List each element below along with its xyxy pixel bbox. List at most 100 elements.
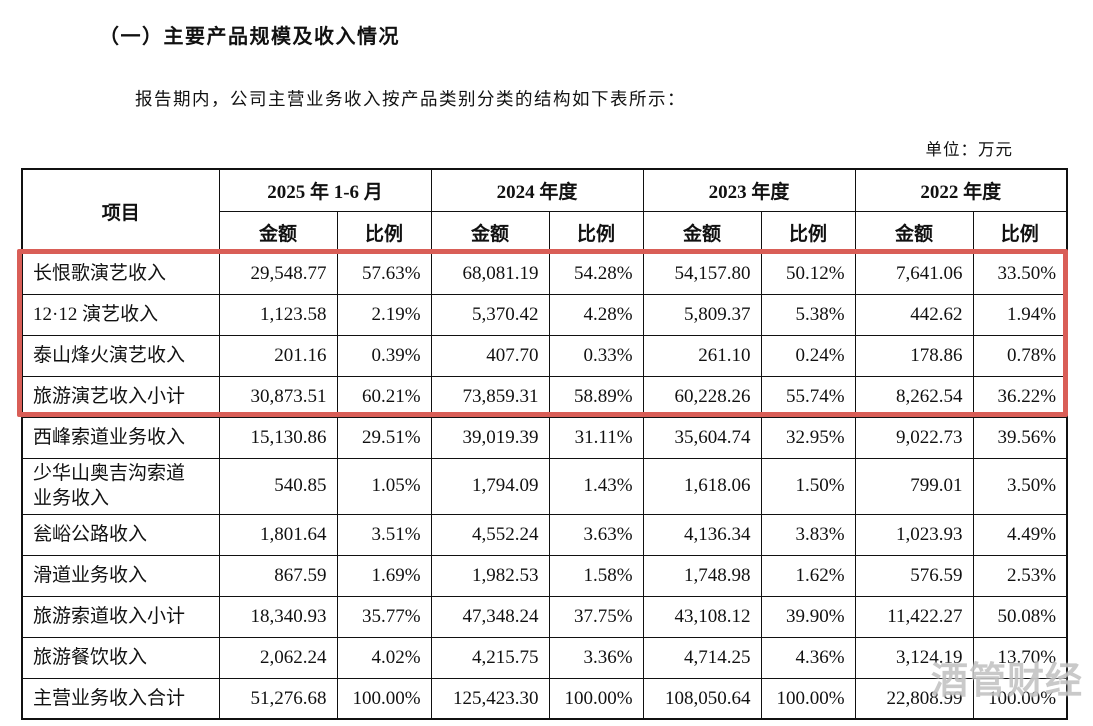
cell-amount: 2,062.24 <box>218 636 338 679</box>
cell-amount: 5,370.42 <box>430 293 550 336</box>
cell-amount: 60,228.26 <box>642 375 762 418</box>
cell-amount: 11,422.27 <box>854 595 974 638</box>
cell-ratio: 5.38% <box>760 293 856 336</box>
cell-ratio: 100.00% <box>548 677 644 720</box>
intro-paragraph: 报告期内，公司主营业务收入按产品类别分类的结构如下表所示： <box>135 89 686 109</box>
cell-amount: 201.16 <box>218 334 338 377</box>
table-row-taishan: 泰山烽火演艺收入 201.16 0.39% 407.70 0.33% 261.1… <box>21 334 1068 377</box>
cell-amount: 51,276.68 <box>218 677 338 720</box>
cell-ratio: 2.53% <box>972 554 1068 597</box>
header-amount-2022: 金额 <box>854 210 974 254</box>
cell-ratio: 100.00% <box>972 677 1068 720</box>
row-item-label: 旅游索道收入小计 <box>21 595 220 638</box>
header-ratio-2024: 比例 <box>548 210 644 254</box>
cell-amount: 1,123.58 <box>218 293 338 336</box>
cell-ratio: 4.02% <box>336 636 432 679</box>
cell-amount: 261.10 <box>642 334 762 377</box>
cell-amount: 8,262.54 <box>854 375 974 418</box>
cell-amount: 5,809.37 <box>642 293 762 336</box>
cell-amount: 178.86 <box>854 334 974 377</box>
cell-ratio: 29.51% <box>336 416 432 459</box>
row-item-label: 滑道业务收入 <box>21 554 220 597</box>
cell-amount: 867.59 <box>218 554 338 597</box>
cell-ratio: 1.43% <box>548 457 644 515</box>
table-row-canyin: 旅游餐饮收入 2,062.24 4.02% 4,215.75 3.36% 4,7… <box>21 636 1068 679</box>
cell-amount: 15,130.86 <box>218 416 338 459</box>
cell-ratio: 55.74% <box>760 375 856 418</box>
cell-ratio: 3.83% <box>760 513 856 556</box>
header-period-2022: 2022 年度 <box>854 168 1068 212</box>
table-header: 项目 2025 年 1-6 月 2024 年度 2023 年度 2022 年度 … <box>21 168 1068 254</box>
table-body: 长恨歌演艺收入 29,548.77 57.63% 68,081.19 54.28… <box>21 252 1068 720</box>
cell-ratio: 60.21% <box>336 375 432 418</box>
header-period-2023: 2023 年度 <box>642 168 856 212</box>
cell-amount: 9,022.73 <box>854 416 974 459</box>
table-row-huadao: 滑道业务收入 867.59 1.69% 1,982.53 1.58% 1,748… <box>21 554 1068 597</box>
cell-amount: 1,618.06 <box>642 457 762 515</box>
cell-amount: 442.62 <box>854 293 974 336</box>
cell-amount: 35,604.74 <box>642 416 762 459</box>
revenue-table: 项目 2025 年 1-6 月 2024 年度 2023 年度 2022 年度 … <box>21 168 1069 721</box>
cell-ratio: 1.62% <box>760 554 856 597</box>
cell-ratio: 3.51% <box>336 513 432 556</box>
cell-amount: 4,552.24 <box>430 513 550 556</box>
cell-ratio: 0.24% <box>760 334 856 377</box>
row-item-label: 主营业务收入合计 <box>21 677 220 720</box>
cell-ratio: 0.39% <box>336 334 432 377</box>
cell-ratio: 1.58% <box>548 554 644 597</box>
cell-ratio: 31.11% <box>548 416 644 459</box>
cell-amount: 1,982.53 <box>430 554 550 597</box>
cell-amount: 108,050.64 <box>642 677 762 720</box>
cell-amount: 4,215.75 <box>430 636 550 679</box>
cell-amount: 540.85 <box>218 457 338 515</box>
cell-amount: 30,873.51 <box>218 375 338 418</box>
watermark-text: 酒管财经 <box>931 661 1083 702</box>
cell-amount: 29,548.77 <box>218 252 338 295</box>
cell-ratio: 32.95% <box>760 416 856 459</box>
header-item: 项目 <box>21 168 220 254</box>
cell-ratio: 39.90% <box>760 595 856 638</box>
section-title: （一）主要产品规模及收入情况 <box>99 26 400 48</box>
table-row-wengyu: 瓮峪公路收入 1,801.64 3.51% 4,552.24 3.63% 4,1… <box>21 513 1068 556</box>
cell-ratio: 33.50% <box>972 252 1068 295</box>
header-row-periods: 项目 2025 年 1-6 月 2024 年度 2023 年度 2022 年度 <box>21 168 1068 254</box>
cell-amount: 407.70 <box>430 334 550 377</box>
row-item-label: 少华山奥吉沟索道 业务收入 <box>21 457 220 515</box>
cell-amount: 54,157.80 <box>642 252 762 295</box>
cell-amount: 73,859.31 <box>430 375 550 418</box>
row-item-label: 泰山烽火演艺收入 <box>21 334 220 377</box>
cell-ratio: 0.78% <box>972 334 1068 377</box>
cell-amount: 43,108.12 <box>642 595 762 638</box>
row-item-label: 旅游演艺收入小计 <box>21 375 220 418</box>
cell-ratio: 100.00% <box>336 677 432 720</box>
header-row-measures: 金额 比例 金额 比例 金额 比例 金额 比例 <box>22 210 1068 254</box>
cell-ratio: 13.70% <box>972 636 1068 679</box>
cell-ratio: 4.49% <box>972 513 1068 556</box>
cell-amount: 3,124.19 <box>854 636 974 679</box>
header-period-2025: 2025 年 1-6 月 <box>218 168 432 212</box>
table-row-changhenge: 长恨歌演艺收入 29,548.77 57.63% 68,081.19 54.28… <box>21 252 1068 295</box>
row-item-label: 西峰索道业务收入 <box>21 416 220 459</box>
cell-amount: 68,081.19 <box>430 252 550 295</box>
cell-ratio: 36.22% <box>972 375 1068 418</box>
row-item-label: 长恨歌演艺收入 <box>21 252 220 295</box>
table-row-xifeng: 西峰索道业务收入 15,130.86 29.51% 39,019.39 31.1… <box>21 416 1068 459</box>
cell-ratio: 35.77% <box>336 595 432 638</box>
table-row-1212: 12·12 演艺收入 1,123.58 2.19% 5,370.42 4.28%… <box>21 293 1068 336</box>
table-row-suodao-subtotal: 旅游索道收入小计 18,340.93 35.77% 47,348.24 37.7… <box>21 595 1068 638</box>
cell-amount: 576.59 <box>854 554 974 597</box>
cell-ratio: 50.08% <box>972 595 1068 638</box>
header-amount-2024: 金额 <box>430 210 550 254</box>
cell-amount: 22,808.99 <box>854 677 974 720</box>
row-item-label: 旅游餐饮收入 <box>21 636 220 679</box>
header-ratio-2025: 比例 <box>336 210 432 254</box>
cell-amount: 799.01 <box>854 457 974 515</box>
cell-ratio: 3.50% <box>972 457 1068 515</box>
row-item-label: 12·12 演艺收入 <box>21 293 220 336</box>
cell-ratio: 57.63% <box>336 252 432 295</box>
cell-ratio: 37.75% <box>548 595 644 638</box>
cell-ratio: 3.36% <box>548 636 644 679</box>
cell-ratio: 1.50% <box>760 457 856 515</box>
header-amount-2025: 金额 <box>218 210 338 254</box>
